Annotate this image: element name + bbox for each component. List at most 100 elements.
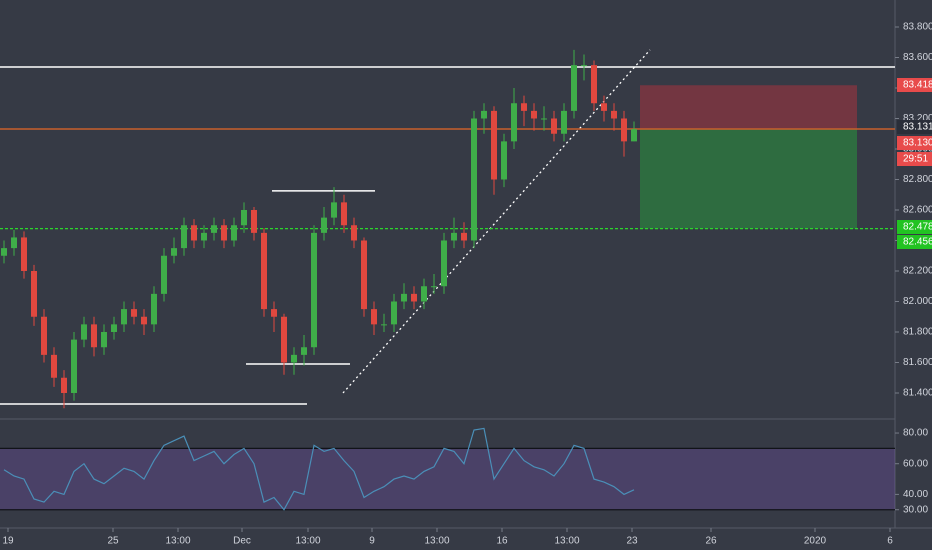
price-tag-label: 29:51 bbox=[903, 154, 928, 165]
x-tick-label: 23 bbox=[626, 536, 638, 547]
y-tick-label: 40.00 bbox=[903, 489, 928, 500]
candle-body bbox=[421, 286, 427, 302]
price-tag-label: 83.130 bbox=[903, 138, 932, 149]
candle-body bbox=[151, 293, 157, 325]
candle-body bbox=[501, 141, 507, 180]
candle-body bbox=[11, 237, 17, 249]
candle-body bbox=[111, 324, 117, 332]
candle-body bbox=[101, 331, 107, 348]
target-zone bbox=[640, 129, 857, 229]
candle-body bbox=[381, 324, 387, 326]
candle-body bbox=[541, 118, 547, 120]
candle-body bbox=[401, 293, 407, 302]
x-tick-label: 13:00 bbox=[295, 536, 320, 547]
candle-body bbox=[441, 240, 447, 287]
candle-body bbox=[391, 301, 397, 325]
price-tag bbox=[897, 136, 932, 150]
candle-body bbox=[191, 225, 197, 241]
candle-body bbox=[341, 202, 347, 226]
rsi-line bbox=[3, 427, 635, 511]
y-tick-label: 30.00 bbox=[903, 504, 928, 515]
candle-body bbox=[41, 316, 47, 355]
x-tick-label: 2020 bbox=[804, 536, 827, 547]
candle-body bbox=[601, 103, 607, 111]
candle-body bbox=[581, 65, 587, 67]
rsi-band bbox=[0, 448, 895, 510]
y-tick-label: 81.800 bbox=[903, 327, 932, 338]
candle-body bbox=[281, 316, 287, 363]
price-tag bbox=[897, 152, 932, 166]
candle-body bbox=[271, 309, 277, 317]
candle-body bbox=[141, 316, 147, 325]
y-tick-label: 83.200 bbox=[903, 113, 932, 124]
price-tag bbox=[897, 120, 932, 134]
candle-body bbox=[171, 248, 177, 256]
price-tag-label: 82.478 bbox=[903, 222, 932, 233]
y-tick-label: 81.600 bbox=[903, 357, 932, 368]
price-tag-label: 83.418 bbox=[903, 80, 932, 91]
candle-body bbox=[351, 225, 357, 241]
candle-body bbox=[461, 232, 467, 241]
candle-body bbox=[1, 248, 7, 256]
candle-body bbox=[31, 270, 37, 317]
candle-body bbox=[211, 225, 217, 233]
price-tag bbox=[897, 220, 932, 234]
price-tag bbox=[897, 235, 932, 249]
x-tick-label: 16 bbox=[496, 536, 508, 547]
candle-body bbox=[361, 240, 367, 310]
candle-body bbox=[451, 232, 457, 241]
x-tick-label: 13:00 bbox=[165, 536, 190, 547]
drawing-line bbox=[342, 49, 651, 394]
y-tick-label: 81.400 bbox=[903, 388, 932, 399]
candle-body bbox=[251, 209, 257, 233]
candle-body bbox=[241, 209, 247, 226]
candle-body bbox=[291, 354, 297, 363]
candle-body bbox=[131, 309, 137, 317]
candle-body bbox=[51, 354, 57, 378]
candle-body bbox=[481, 110, 487, 119]
x-tick-label: 25 bbox=[107, 536, 119, 547]
stop-zone bbox=[640, 85, 857, 130]
candle-body bbox=[181, 225, 187, 249]
candle-body bbox=[61, 377, 67, 393]
candle-body bbox=[21, 237, 27, 271]
x-tick-label: 13:00 bbox=[554, 536, 579, 547]
candle-body bbox=[491, 110, 497, 180]
candle-body bbox=[551, 118, 557, 134]
candle-body bbox=[521, 103, 527, 111]
candle-body bbox=[261, 232, 267, 310]
candle-body bbox=[561, 110, 567, 134]
y-tick-label: 82.000 bbox=[903, 296, 932, 307]
candle-body bbox=[331, 202, 337, 218]
y-tick-label: 83.800 bbox=[903, 22, 932, 33]
candle-body bbox=[471, 118, 477, 241]
x-tick-label: 13:00 bbox=[424, 536, 449, 547]
y-tick-label: 82.800 bbox=[903, 174, 932, 185]
candle-body bbox=[571, 65, 577, 111]
x-tick-label: 19 bbox=[2, 536, 14, 547]
y-tick-label: 60.00 bbox=[903, 458, 928, 469]
x-tick-label: 26 bbox=[705, 536, 717, 547]
candle-body bbox=[321, 217, 327, 233]
candle-body bbox=[621, 118, 627, 142]
y-tick-label: 82.200 bbox=[903, 266, 932, 277]
candle-body bbox=[411, 293, 417, 302]
candle-body bbox=[531, 110, 537, 119]
x-tick-label: 6 bbox=[887, 536, 893, 547]
candle-body bbox=[311, 232, 317, 348]
candle-body bbox=[121, 309, 127, 325]
candle-body bbox=[81, 324, 87, 340]
candle-body bbox=[431, 286, 437, 288]
candle-body bbox=[71, 339, 77, 393]
candle-body bbox=[201, 232, 207, 241]
candle-body bbox=[91, 324, 97, 348]
candle-body bbox=[611, 110, 617, 119]
candle-body bbox=[591, 65, 597, 104]
y-tick-label: 83.600 bbox=[903, 52, 932, 63]
price-tag bbox=[897, 78, 932, 92]
candle-body bbox=[371, 309, 377, 325]
x-tick-label: 9 bbox=[369, 536, 375, 547]
candle-body bbox=[221, 225, 227, 241]
y-tick-label: 80.00 bbox=[903, 428, 928, 439]
